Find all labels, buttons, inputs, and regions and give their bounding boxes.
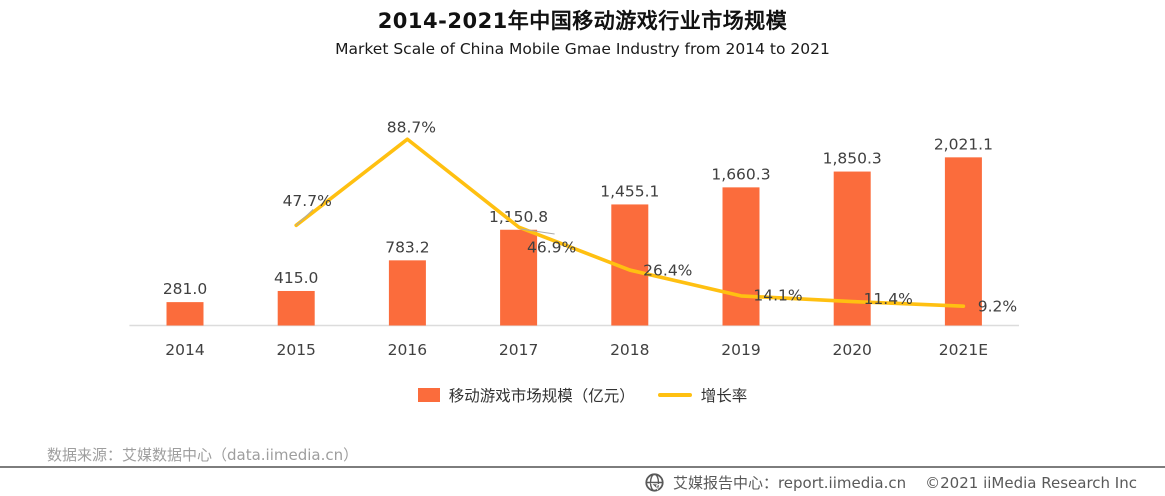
bar-value-label: 783.2 (385, 238, 429, 256)
bar-2015 (277, 290, 315, 326)
globe-cursor-icon (645, 473, 664, 492)
x-axis-label: 2017 (499, 341, 538, 359)
label-leader-line (295, 208, 314, 226)
growth-line (294, 137, 966, 308)
x-axis-label: 2016 (388, 341, 427, 359)
growth-rate-label: 11.4% (864, 290, 913, 308)
footer-branding: 艾媒报告中心：report.iimedia.cn ©2021 iiMedia R… (645, 472, 1137, 493)
chart-subtitle: Market Scale of China Mobile Gmae Indust… (335, 40, 830, 58)
growth-rate-label: 9.2% (978, 298, 1017, 316)
growth-rate-label: 46.9% (527, 239, 576, 257)
bar-2016 (388, 260, 426, 326)
x-axis-label: 2015 (276, 341, 315, 359)
growth-rate-label: 14.1% (753, 286, 802, 304)
x-axis-label: 2014 (165, 341, 204, 359)
copyright-text: ©2021 iiMedia Research Inc (925, 473, 1137, 492)
bar-value-label: 1,660.3 (711, 165, 770, 183)
chart-title: 2014-2021年中国移动游戏行业市场规模 (377, 9, 788, 33)
bar-2021E (944, 157, 982, 326)
growth-rate-label: 88.7% (387, 119, 436, 137)
legend: 移动游戏市场规模（亿元） 增长率 (0, 384, 1165, 406)
bar-value-label: 1,150.8 (489, 208, 548, 226)
x-axis-label: 2021E (939, 341, 988, 359)
bar-value-label: 281.0 (163, 280, 207, 298)
bar-2017 (500, 229, 538, 326)
x-axis-label: 2019 (721, 341, 760, 359)
bar-series-swatch (417, 388, 440, 402)
x-axis-label: 2018 (610, 341, 649, 359)
growth-rate-label: 47.7% (283, 192, 332, 210)
line-series-label: 增长率 (700, 387, 748, 405)
label-leader-line (520, 228, 555, 235)
bar-value-label: 2,021.1 (934, 135, 993, 153)
combo-chart: 281.0 415.0 783.2 1,150.8 1,455.1 1,660.3 1,85… (129, 119, 1019, 359)
bar-value-label: 415.0 (274, 269, 318, 287)
bar-series-label: 移动游戏市场规模（亿元） (448, 387, 635, 405)
bar-value-label: 1,850.3 (823, 150, 882, 168)
data-source-note: 数据来源：艾媒数据中心（data.iimedia.cn） (47, 446, 359, 464)
bar-2014 (166, 302, 204, 326)
report-center-text: 艾媒报告中心：report.iimedia.cn (672, 474, 907, 492)
x-axis-label: 2020 (832, 341, 871, 359)
line-series-swatch (657, 393, 692, 397)
growth-rate-label: 26.4% (643, 262, 692, 280)
footer-divider (0, 466, 1165, 468)
bar-value-label: 1,455.1 (600, 182, 659, 200)
bar-2019 (722, 187, 760, 326)
